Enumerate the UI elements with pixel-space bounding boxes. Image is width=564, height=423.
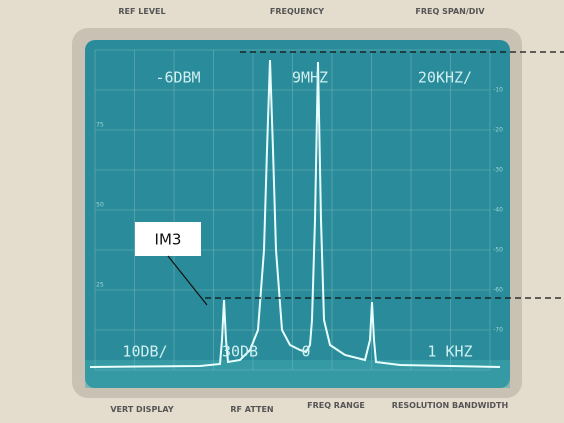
header-label: FREQ SPAN/DIV	[415, 7, 485, 16]
bottom-readout: 30DB	[222, 343, 258, 361]
right-scale-label: -50	[493, 247, 503, 254]
right-scale-label: -70	[493, 327, 503, 334]
right-scale-label: -30	[493, 167, 503, 174]
footer-label: RF ATTEN	[230, 405, 273, 414]
top-readout: 20KHZ/	[418, 69, 472, 87]
bottom-readout: 10DB/	[122, 343, 167, 361]
footer-label: RESOLUTION BANDWIDTH	[392, 401, 508, 410]
header-label: FREQUENCY	[270, 7, 324, 16]
right-scale-label: -20	[493, 127, 503, 134]
screen-glow	[85, 360, 510, 388]
top-readout: 9MHZ	[292, 69, 328, 87]
left-scale-label: 75	[96, 122, 104, 129]
bottom-readout: 0	[301, 343, 310, 361]
left-scale-label: 25	[96, 282, 104, 289]
footer-label: VERT DISPLAY	[110, 405, 173, 414]
analyzer-photo: IM3 REF LEVEL FREQUENCY FREQ SPAN/DIV -6DBM…	[0, 0, 564, 423]
right-scale-label: -40	[493, 207, 503, 214]
right-scale-label: -10	[493, 87, 503, 94]
right-scale-label: -60	[493, 287, 503, 294]
top-readout: -6DBM	[155, 69, 200, 87]
screen	[85, 40, 510, 388]
footer-label: FREQ RANGE	[307, 401, 365, 410]
annotation-label: IM3	[155, 231, 182, 249]
bottom-readout: 1 KHZ	[427, 343, 472, 361]
header-label: REF LEVEL	[118, 7, 165, 16]
left-scale-label: 50	[96, 202, 104, 209]
